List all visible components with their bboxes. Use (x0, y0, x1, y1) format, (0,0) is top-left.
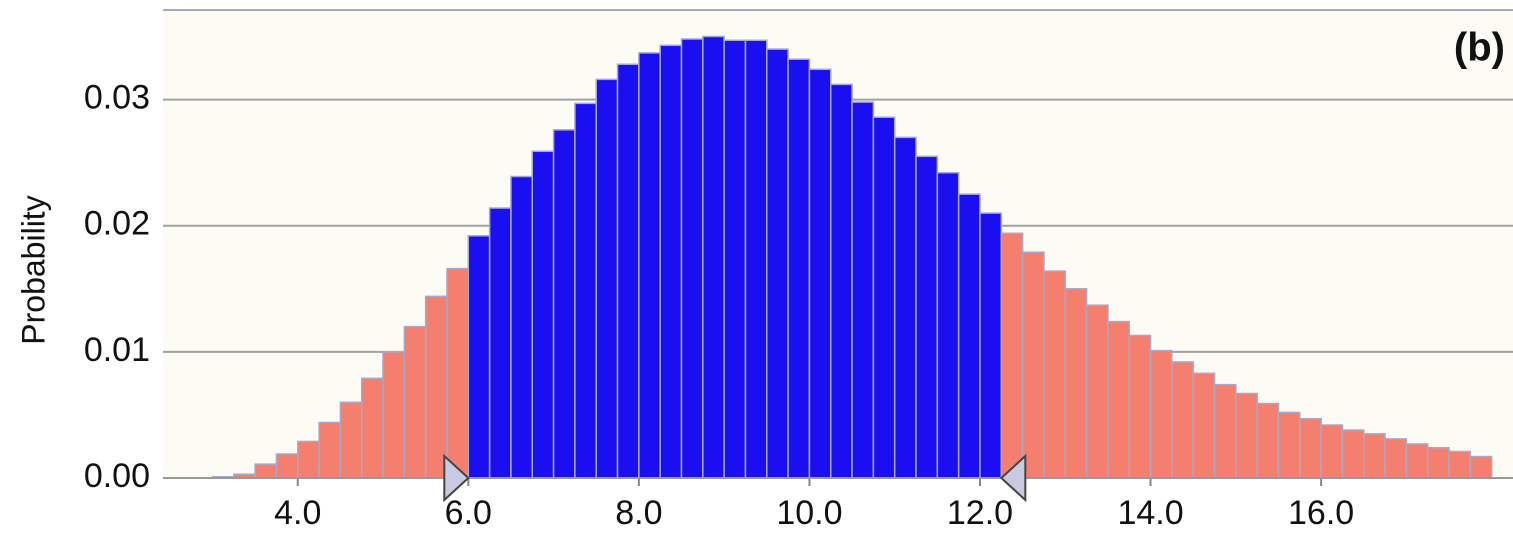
bar (531, 150, 555, 479)
bar (382, 351, 406, 479)
bar (1299, 417, 1322, 479)
bar (1277, 411, 1301, 479)
bar (296, 440, 320, 479)
bar (1192, 372, 1216, 479)
x-tick-label: 6.0 (445, 494, 492, 532)
bar (659, 44, 683, 479)
bar (552, 129, 576, 479)
bar (339, 401, 363, 479)
bar (787, 58, 811, 479)
x-tick-label: 10.0 (776, 494, 842, 532)
bar (1149, 349, 1173, 479)
bar (957, 193, 981, 479)
bar (1213, 383, 1237, 479)
bar (1256, 402, 1280, 479)
bar (808, 68, 832, 479)
bar (638, 52, 661, 479)
y-axis-label: Probability (15, 195, 51, 344)
bar (1448, 450, 1472, 479)
bar (1000, 232, 1024, 479)
bar (574, 102, 597, 479)
bar (1320, 424, 1344, 479)
bar (616, 63, 640, 479)
bar (467, 235, 491, 479)
selection-handle-right[interactable] (999, 453, 1027, 503)
bar (510, 175, 534, 479)
bar (680, 38, 704, 479)
bar (403, 325, 427, 479)
bar (1064, 288, 1088, 479)
bar (723, 39, 747, 479)
bar (872, 116, 896, 479)
y-tick-label: 0.03 (84, 79, 150, 117)
bar (1021, 251, 1045, 479)
bar (254, 463, 278, 479)
bar (1043, 270, 1067, 479)
bar (744, 39, 768, 479)
bar (424, 295, 448, 479)
bar (1363, 433, 1386, 479)
y-tick-label: 0.02 (84, 205, 150, 243)
x-tick-label: 12.0 (947, 494, 1013, 532)
bar (1469, 455, 1493, 479)
bar (318, 421, 342, 479)
bar (275, 453, 299, 479)
bar (1107, 320, 1130, 479)
bar (360, 377, 384, 479)
bar (446, 267, 470, 479)
bar (830, 83, 853, 479)
bar (893, 136, 917, 479)
bar (1128, 334, 1152, 479)
bar (1171, 361, 1194, 479)
bar (936, 171, 960, 479)
x-tick-label: 8.0 (615, 494, 662, 532)
bar (488, 207, 512, 479)
bar (1085, 304, 1109, 479)
bar (1341, 429, 1365, 479)
chart-title: (b) (1454, 26, 1505, 70)
bar (1426, 446, 1450, 479)
bar (702, 35, 725, 479)
x-tick-label: 14.0 (1117, 494, 1183, 532)
bar (915, 155, 939, 479)
bar (1235, 392, 1258, 479)
y-tick-label: 0.00 (84, 457, 150, 495)
bar (766, 48, 789, 479)
selection-handle-left[interactable] (443, 453, 470, 503)
y-tick-label: 0.01 (84, 331, 150, 369)
bar (979, 212, 1003, 479)
bar (851, 101, 875, 479)
x-tick-label: 16.0 (1288, 494, 1354, 532)
bar (1384, 438, 1408, 479)
x-tick-label: 4.0 (274, 494, 321, 532)
bar (595, 78, 619, 479)
bar (1405, 443, 1429, 479)
